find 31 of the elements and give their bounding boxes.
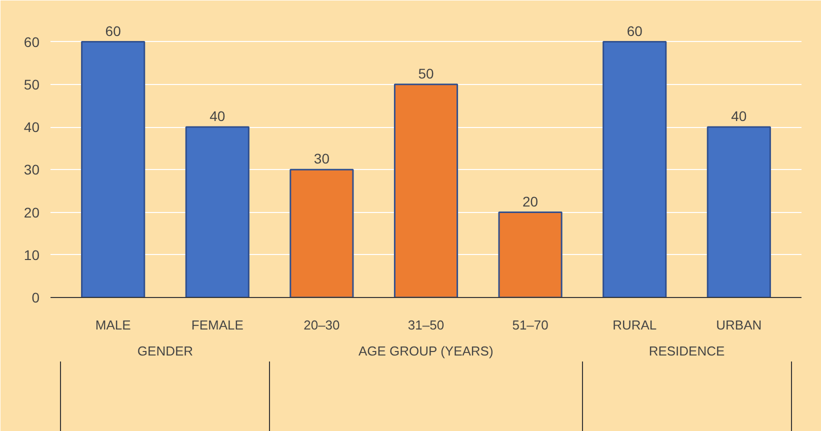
text: AGE GROUP (YEARS) — [358, 344, 494, 358]
x-tick-label: 51–70 — [512, 318, 548, 332]
data-label: 60 — [105, 22, 122, 39]
data-label: 40 — [210, 108, 226, 124]
data-label: 20 — [522, 193, 538, 210]
data-label: 50 — [418, 65, 434, 82]
data-label: 60 — [626, 22, 643, 39]
data-label: 40 — [731, 108, 747, 124]
x-tick-label: 20–30 — [304, 318, 340, 332]
text: GENDER — [137, 344, 194, 358]
y-tick-label: 40 — [24, 119, 40, 136]
bar — [706, 126, 771, 298]
data-label: 30 — [314, 150, 330, 167]
y-tick-label: 60 — [24, 34, 40, 50]
bar — [602, 41, 667, 298]
y-tick-label: 10 — [24, 246, 40, 263]
bar — [81, 41, 146, 298]
bar — [185, 126, 250, 298]
text: RESIDENCE — [648, 344, 726, 358]
y-tick-label: 20 — [24, 204, 40, 220]
bar — [498, 212, 562, 298]
bar — [394, 84, 458, 298]
x-tick-label: FEMALE — [191, 318, 244, 332]
x-tick-label: MALE — [95, 318, 132, 332]
y-tick-label: 0 — [32, 290, 40, 306]
x-tick-label: RURAL — [612, 318, 657, 332]
y-tick-label: 50 — [24, 76, 40, 92]
x-tick-label: URBAN — [716, 318, 762, 332]
x-tick-label: 31–50 — [408, 318, 444, 332]
bar — [290, 168, 354, 298]
y-tick-label: 30 — [24, 162, 40, 178]
